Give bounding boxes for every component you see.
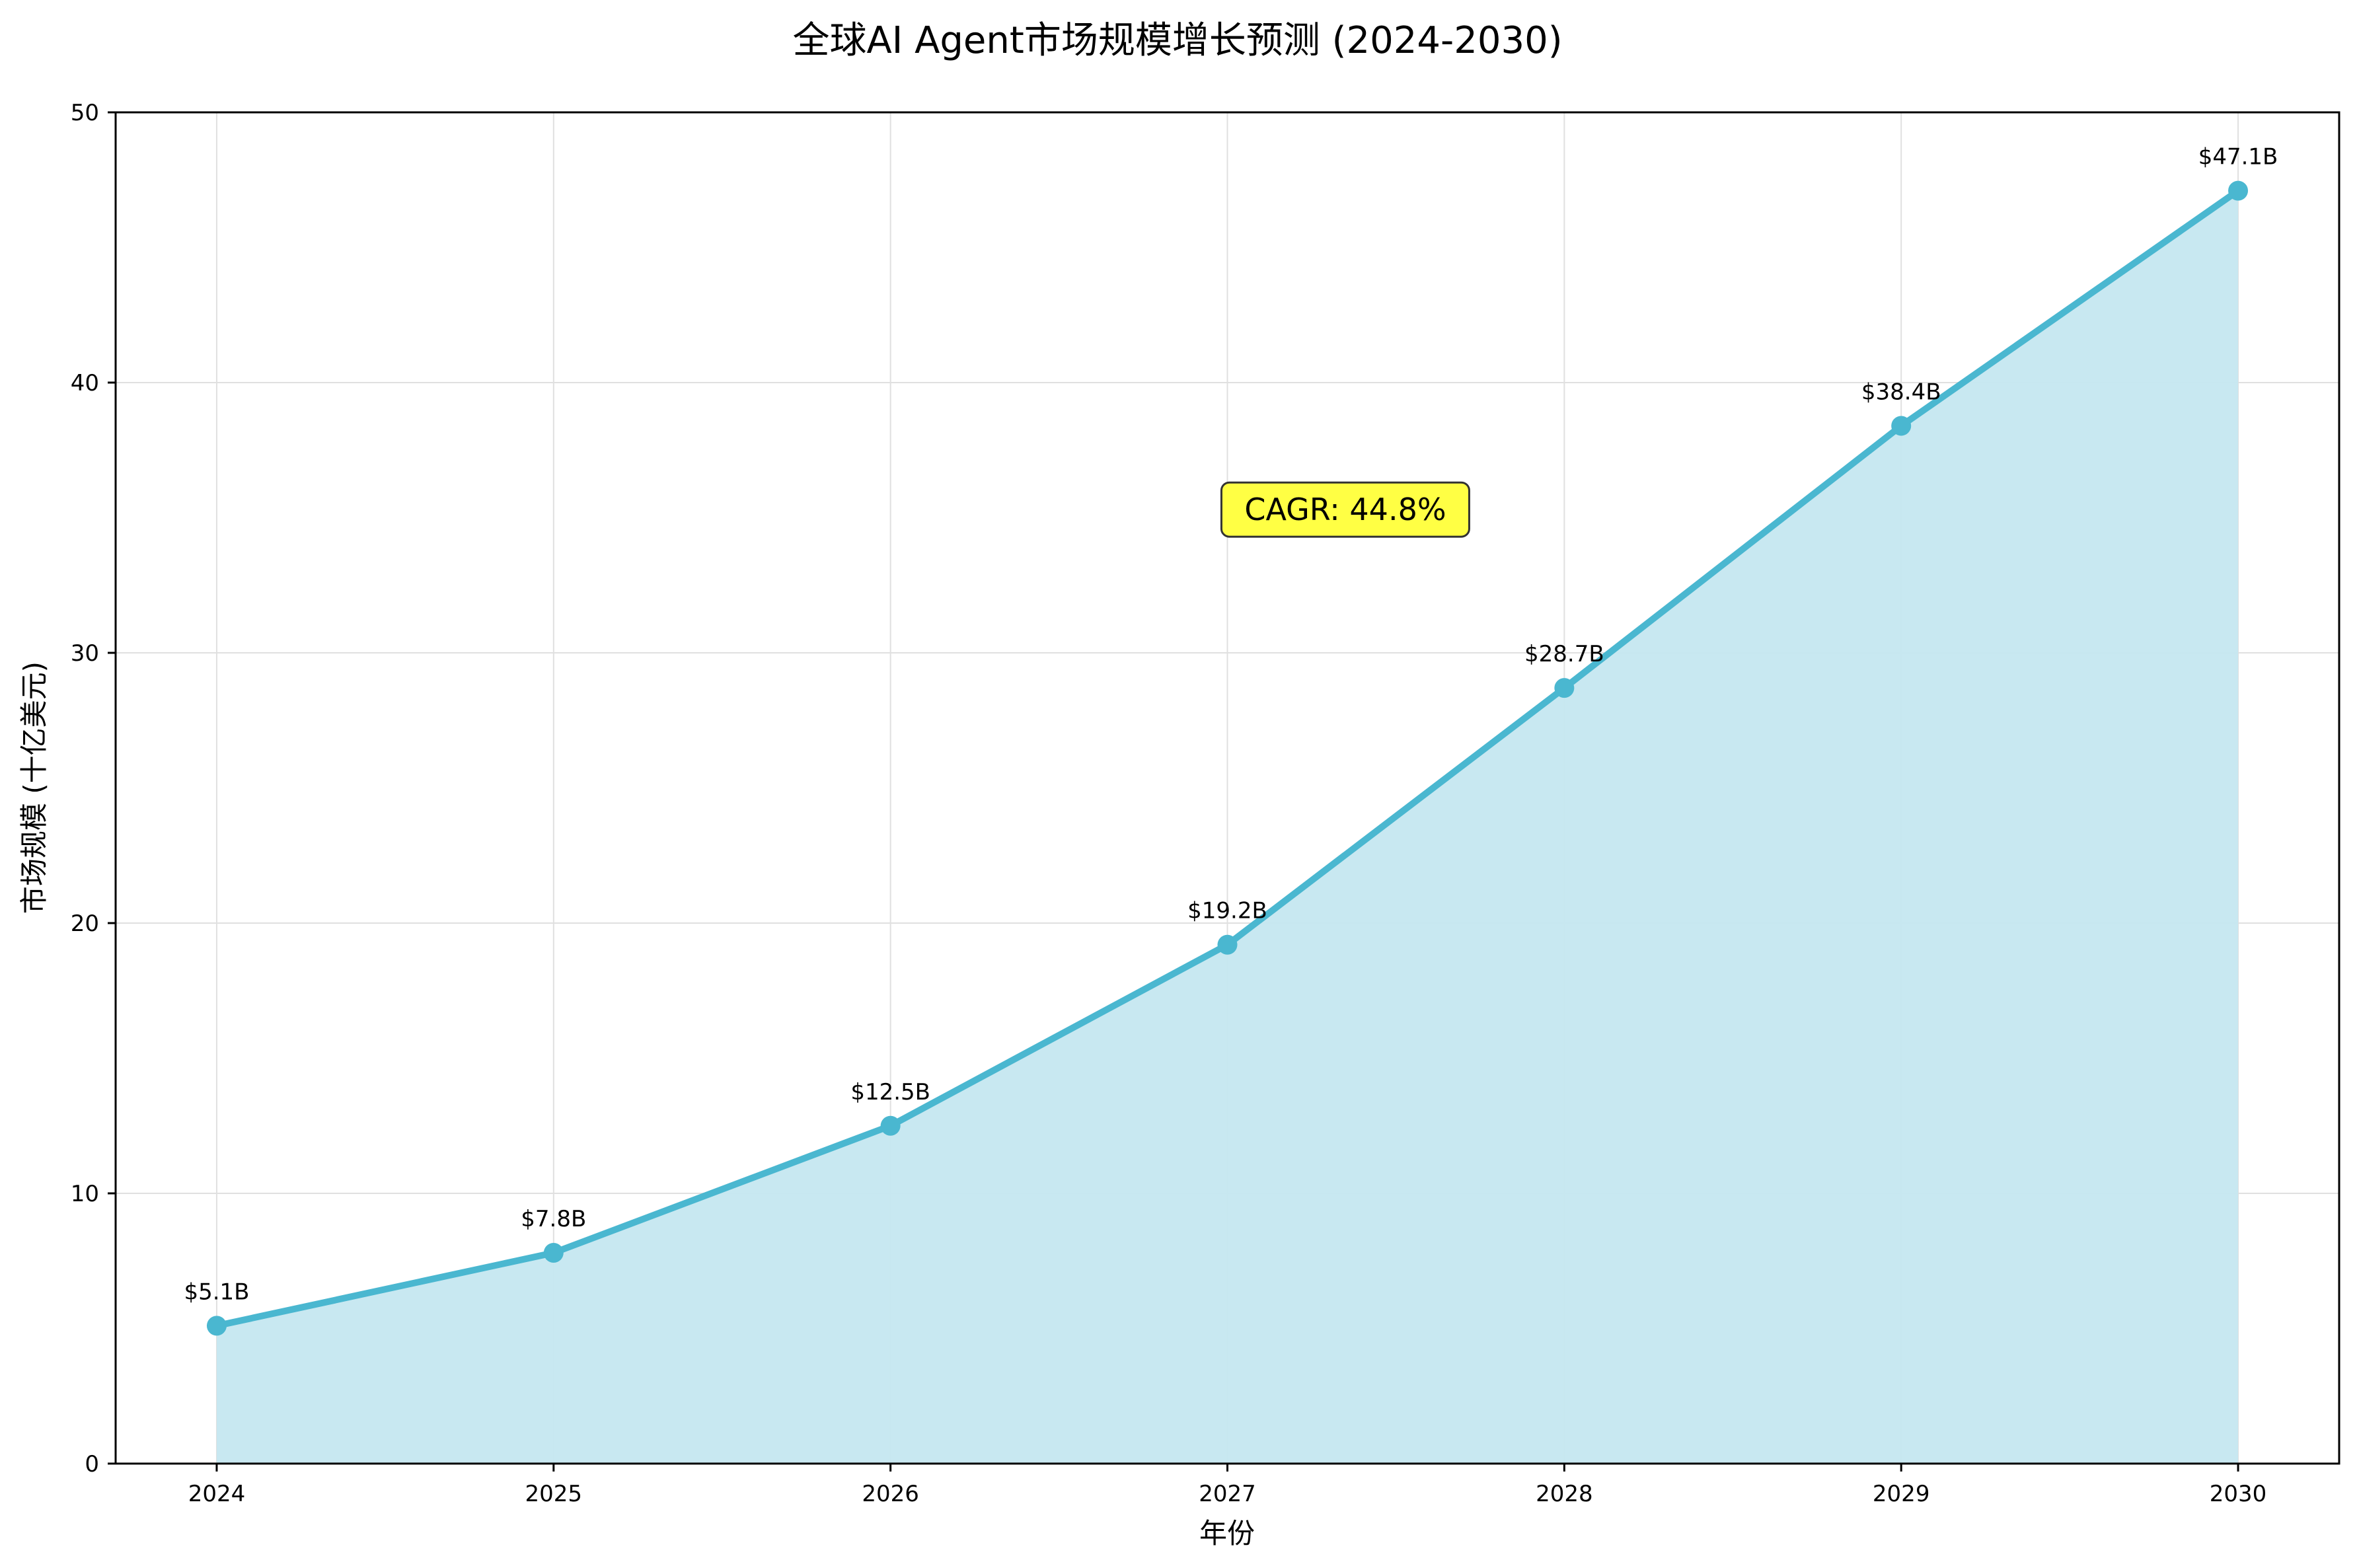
y-axis-ticks: 0 10 20 30 40 50 bbox=[71, 100, 116, 1477]
x-tick-label: 2024 bbox=[188, 1481, 246, 1507]
y-tick-label: 50 bbox=[71, 100, 99, 126]
data-labels: $5.1B $7.8B $12.5B $19.2B $28.7B $38.4B $47.1B bbox=[184, 144, 2278, 1306]
x-tick-label: 2030 bbox=[2210, 1481, 2267, 1507]
data-label: $5.1B bbox=[184, 1279, 249, 1305]
y-tick-label: 40 bbox=[71, 370, 99, 396]
data-point bbox=[880, 1115, 901, 1136]
x-axis-ticks: 2024 2025 2026 2027 2028 2029 2030 bbox=[188, 1464, 2267, 1507]
chart-title: 全球AI Agent市场规模增长预测 (2024-2030) bbox=[792, 19, 1562, 62]
y-tick-label: 30 bbox=[71, 640, 99, 667]
y-axis-label: 市场规模 (十亿美元) bbox=[18, 661, 50, 914]
x-tick-label: 2025 bbox=[525, 1481, 583, 1507]
data-point bbox=[543, 1242, 564, 1263]
data-point bbox=[2228, 180, 2249, 201]
cagr-annotation: CAGR: 44.8% bbox=[1220, 481, 1470, 538]
y-tick-label: 0 bbox=[85, 1451, 99, 1477]
data-label: $12.5B bbox=[850, 1079, 930, 1105]
data-point bbox=[206, 1316, 227, 1336]
y-tick-label: 10 bbox=[71, 1181, 99, 1207]
x-tick-label: 2028 bbox=[1536, 1481, 1593, 1507]
y-tick-label: 20 bbox=[71, 911, 99, 937]
data-label: $7.8B bbox=[521, 1206, 586, 1232]
x-tick-label: 2029 bbox=[1873, 1481, 1930, 1507]
x-tick-label: 2026 bbox=[862, 1481, 919, 1507]
data-label: $38.4B bbox=[1861, 379, 1941, 405]
cagr-box bbox=[1220, 481, 1470, 538]
x-axis-label: 年份 bbox=[1199, 1517, 1255, 1549]
data-label: $19.2B bbox=[1187, 898, 1267, 924]
data-point bbox=[1554, 678, 1575, 698]
data-point bbox=[1891, 416, 1912, 436]
data-label: $47.1B bbox=[2198, 144, 2278, 170]
x-tick-label: 2027 bbox=[1199, 1481, 1256, 1507]
data-point bbox=[1217, 934, 1238, 955]
cagr-text: CAGR: 44.8% bbox=[1244, 492, 1446, 527]
area-fill bbox=[216, 190, 2239, 1464]
data-label: $28.7B bbox=[1524, 641, 1604, 667]
data-points bbox=[206, 180, 2249, 1336]
